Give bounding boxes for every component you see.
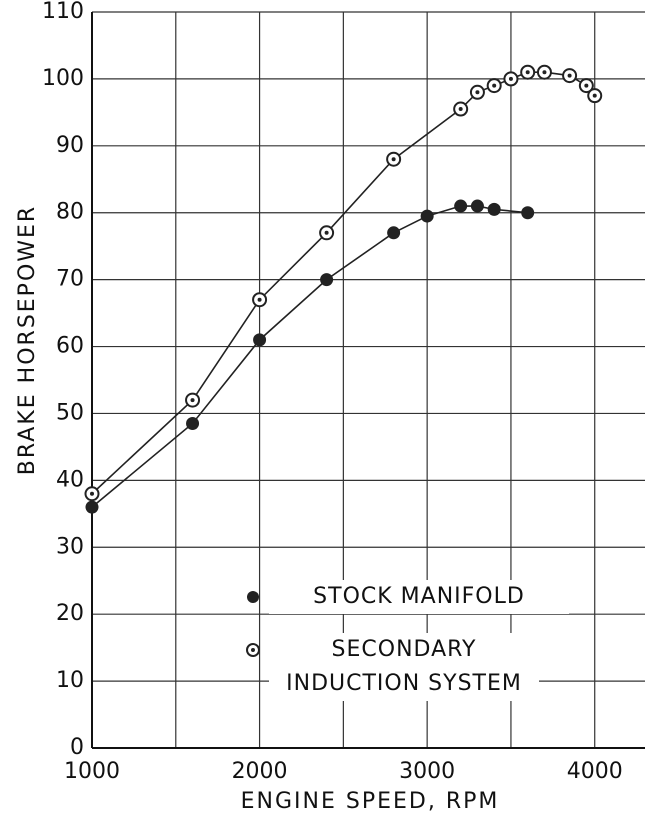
- x-tick-label: 1000: [64, 759, 120, 784]
- marker: [521, 206, 535, 220]
- x-tick-label: 2000: [232, 759, 288, 784]
- marker: [320, 273, 334, 287]
- y-tick-label: 10: [56, 668, 84, 693]
- y-tick-label: 100: [42, 66, 84, 91]
- legend-entry: STOCK MANIFOLD: [269, 580, 569, 614]
- y-axis-label: BRAKE HORSEPOWER: [15, 205, 40, 475]
- marker-dot: [324, 230, 329, 235]
- marker-dot: [458, 107, 463, 112]
- marker-dot: [592, 93, 597, 98]
- marker-dot: [190, 398, 195, 403]
- y-tick-label: 110: [42, 0, 84, 24]
- marker-dot: [525, 70, 530, 75]
- marker: [186, 416, 200, 430]
- marker-dot: [508, 76, 513, 81]
- marker-dot: [542, 70, 547, 75]
- y-tick-label: 20: [56, 601, 84, 626]
- y-tick-label: 60: [56, 334, 84, 359]
- marker: [487, 202, 501, 216]
- marker: [387, 226, 401, 240]
- y-tick-label: 80: [56, 200, 84, 225]
- legend-marker-dot: [251, 648, 255, 652]
- y-tick-label: 90: [56, 133, 84, 158]
- marker-dot: [584, 83, 589, 88]
- marker-dot: [391, 157, 396, 162]
- x-axis-label: ENGINE SPEED, RPM: [241, 789, 500, 814]
- y-tick-label: 40: [56, 467, 84, 492]
- marker-dot: [257, 297, 262, 302]
- series-line: [91, 205, 528, 508]
- x-tick-label: 4000: [567, 759, 623, 784]
- marker-dot: [567, 73, 572, 78]
- marker: [454, 199, 468, 213]
- marker: [85, 500, 99, 514]
- marker-dot: [492, 83, 497, 88]
- marker-dot: [475, 90, 480, 95]
- y-tick-label: 0: [70, 735, 84, 760]
- marker-dot: [90, 491, 94, 496]
- marker: [470, 199, 484, 213]
- y-tick-label: 30: [56, 534, 84, 559]
- marker: [253, 333, 267, 347]
- y-tick-label: 70: [56, 267, 84, 292]
- marker: [420, 209, 434, 223]
- y-tick-label: 50: [56, 400, 84, 425]
- x-tick-label: 3000: [399, 759, 455, 784]
- legend-marker: [247, 591, 259, 603]
- legend-entry: SECONDARY INDUCTION SYSTEM: [269, 633, 539, 701]
